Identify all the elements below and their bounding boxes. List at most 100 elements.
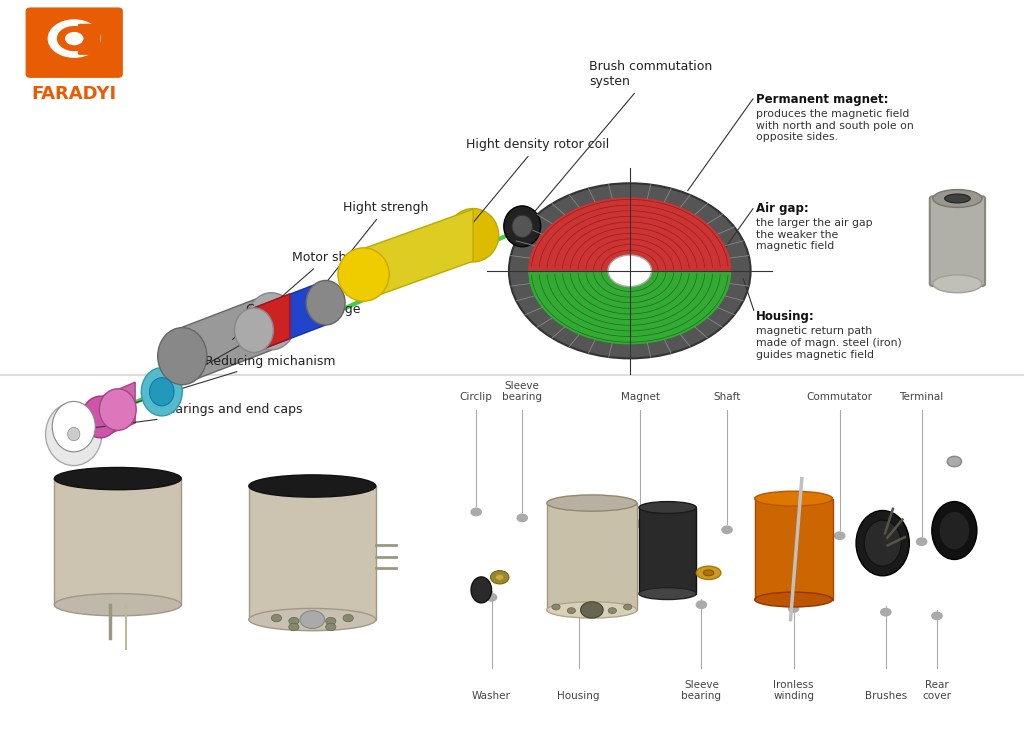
Ellipse shape (933, 275, 982, 293)
Circle shape (48, 19, 101, 58)
Text: Sleeve
bearing: Sleeve bearing (681, 680, 722, 701)
Text: Terminal: Terminal (899, 393, 944, 402)
Circle shape (289, 617, 299, 625)
Circle shape (496, 574, 504, 580)
Ellipse shape (547, 495, 637, 511)
Circle shape (947, 456, 962, 467)
Ellipse shape (939, 511, 970, 550)
Text: Air gap:: Air gap: (756, 202, 809, 215)
Wedge shape (528, 271, 731, 344)
Text: Shaft: Shaft (714, 393, 740, 402)
Ellipse shape (234, 308, 273, 352)
Ellipse shape (512, 215, 532, 237)
Ellipse shape (703, 570, 714, 576)
Text: Sleeve
bearing: Sleeve bearing (502, 381, 543, 402)
Circle shape (608, 608, 616, 614)
Text: Commutator: Commutator (807, 393, 872, 402)
Circle shape (517, 514, 527, 522)
Circle shape (486, 594, 497, 601)
Circle shape (552, 604, 560, 610)
Text: Hight density rotor coil: Hight density rotor coil (447, 139, 609, 254)
Circle shape (66, 32, 84, 45)
Ellipse shape (696, 566, 721, 580)
Text: produces the magnetic field
with north and south pole on
opposite sides.: produces the magnetic field with north a… (756, 109, 913, 142)
Text: Brushes: Brushes (864, 692, 907, 701)
Ellipse shape (755, 592, 833, 607)
Text: Housing: Housing (557, 692, 600, 701)
Text: Motor shell: Motor shell (232, 252, 361, 340)
Ellipse shape (338, 248, 389, 301)
Text: Housing:: Housing: (756, 310, 814, 324)
Text: Rear
cover: Rear cover (923, 680, 951, 701)
Circle shape (326, 623, 336, 631)
Text: the larger the air gap
the weaker the
magnetic field: the larger the air gap the weaker the ma… (756, 218, 872, 252)
Ellipse shape (99, 389, 136, 430)
Circle shape (573, 597, 584, 605)
Ellipse shape (932, 502, 977, 559)
FancyBboxPatch shape (930, 196, 985, 286)
Circle shape (881, 608, 891, 616)
Wedge shape (528, 197, 731, 271)
Circle shape (300, 611, 325, 628)
Circle shape (343, 614, 353, 622)
Ellipse shape (158, 328, 207, 384)
Ellipse shape (933, 189, 982, 207)
Circle shape (696, 601, 707, 608)
Polygon shape (755, 499, 833, 600)
Circle shape (490, 571, 509, 584)
Text: FARADYI: FARADYI (32, 85, 117, 103)
Ellipse shape (639, 502, 696, 513)
Text: Permanent magnet:: Permanent magnet: (756, 93, 888, 106)
Text: Bearings and end caps: Bearings and end caps (77, 404, 302, 430)
Ellipse shape (82, 396, 119, 438)
Circle shape (581, 602, 603, 618)
Circle shape (57, 26, 92, 51)
Circle shape (509, 183, 751, 358)
Ellipse shape (447, 209, 499, 262)
Polygon shape (100, 382, 135, 438)
Text: Circlip: Circlip (460, 393, 493, 402)
Ellipse shape (52, 401, 95, 452)
Ellipse shape (150, 378, 174, 406)
Text: Washer: Washer (472, 692, 511, 701)
Circle shape (916, 538, 927, 545)
Circle shape (722, 526, 732, 533)
Polygon shape (364, 209, 473, 301)
Ellipse shape (68, 427, 80, 441)
Circle shape (788, 605, 799, 612)
Polygon shape (639, 508, 696, 594)
Ellipse shape (306, 280, 345, 325)
Polygon shape (54, 479, 181, 605)
Ellipse shape (864, 520, 901, 566)
Text: Hight strengh: Hight strengh (299, 202, 428, 317)
Ellipse shape (471, 577, 492, 603)
Polygon shape (547, 503, 637, 610)
Circle shape (608, 255, 651, 286)
Ellipse shape (45, 403, 101, 466)
Text: Ironless
winding: Ironless winding (773, 680, 814, 701)
Text: Connecting flange: Connecting flange (164, 303, 360, 388)
Circle shape (835, 532, 845, 539)
Circle shape (326, 617, 336, 625)
Circle shape (635, 520, 645, 528)
Ellipse shape (504, 206, 541, 246)
Polygon shape (254, 294, 290, 352)
Ellipse shape (856, 510, 909, 576)
Circle shape (289, 623, 299, 631)
Circle shape (567, 608, 575, 614)
Circle shape (624, 604, 632, 610)
Text: Magnet: Magnet (621, 393, 659, 402)
FancyBboxPatch shape (78, 24, 100, 55)
Ellipse shape (755, 491, 833, 506)
Text: Reducing michanism: Reducing michanism (116, 355, 335, 409)
Text: magnetic return path
made of magn. steel (iron)
guides magnetic field: magnetic return path made of magn. steel… (756, 326, 901, 360)
Circle shape (932, 612, 942, 620)
Ellipse shape (249, 608, 376, 631)
Ellipse shape (639, 588, 696, 600)
Ellipse shape (54, 594, 181, 616)
Ellipse shape (945, 194, 970, 203)
Text: Brush commutation
systen: Brush commutation systen (524, 60, 712, 224)
Ellipse shape (247, 293, 296, 350)
FancyBboxPatch shape (26, 7, 123, 78)
Circle shape (471, 508, 481, 516)
